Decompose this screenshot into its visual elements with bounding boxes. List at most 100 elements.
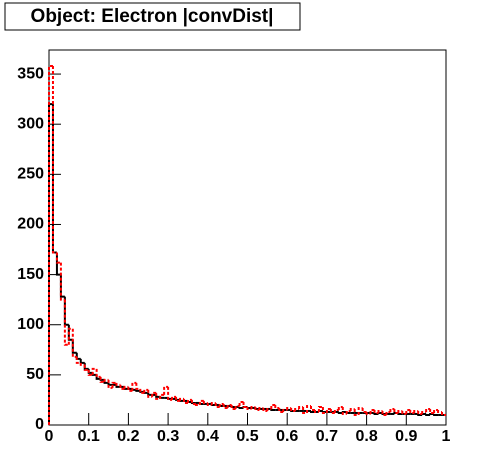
y-tick-label: 250 [17, 166, 44, 183]
histogram-step [429, 412, 435, 415]
x-tick-label: 0.5 [236, 428, 258, 445]
histogram-step [393, 408, 399, 414]
histogram-step [75, 356, 81, 364]
histogram-step [71, 328, 77, 358]
histogram-step [163, 385, 169, 395]
histogram-step [329, 408, 335, 414]
histogram-step [246, 406, 252, 410]
histogram-step [135, 389, 141, 392]
histogram-step [218, 402, 224, 407]
histogram-step [437, 409, 443, 413]
histogram-step [270, 408, 276, 411]
histogram-step [202, 400, 208, 404]
x-tick-label: 1 [442, 428, 451, 445]
x-tick-label: 0 [45, 428, 54, 445]
histogram-step [258, 406, 264, 410]
histogram-step [123, 385, 129, 389]
histogram-step [99, 376, 105, 383]
histogram-step [171, 395, 177, 400]
histogram-step [345, 409, 351, 414]
histogram-step [254, 406, 260, 411]
histogram-step [143, 388, 149, 393]
histogram-step [186, 398, 192, 403]
histogram-step [250, 405, 256, 409]
x-tick-label: 0.2 [117, 428, 139, 445]
histogram-step [48, 65, 53, 425]
histogram-step [405, 408, 411, 414]
histogram-step [55, 252, 61, 264]
histogram-step [95, 368, 101, 378]
histogram-step [63, 299, 69, 346]
histogram-step [194, 403, 200, 406]
histogram-step [413, 409, 419, 413]
histogram-step [397, 409, 403, 413]
histogram-step [127, 386, 133, 392]
histogram-step [135, 382, 141, 390]
histogram-step [190, 399, 196, 405]
histogram-step [266, 407, 272, 411]
histogram-step [139, 388, 145, 394]
x-tick-label: 0.4 [197, 428, 219, 445]
histogram-step [429, 408, 435, 414]
x-tick-label: 0.6 [276, 428, 298, 445]
histogram-step [226, 403, 232, 408]
histogram-step [349, 407, 355, 411]
x-tick-label: 0.3 [157, 428, 179, 445]
plot-frame [48, 49, 447, 426]
histogram-step [381, 410, 387, 416]
histogram-step [198, 399, 204, 405]
x-tick-label: 0.8 [355, 428, 377, 445]
histogram-step [409, 409, 415, 414]
title-box [4, 2, 301, 31]
histogram-step [369, 408, 375, 414]
histogram-step [302, 406, 308, 414]
histogram-step [115, 382, 121, 386]
histogram-step [317, 405, 323, 412]
histogram-step [425, 413, 431, 416]
y-tick-label: 150 [17, 266, 44, 283]
histogram-step [433, 413, 439, 416]
histogram-step [210, 401, 216, 405]
histogram-step [274, 404, 280, 409]
histogram-step [179, 397, 184, 401]
histogram-step [357, 406, 363, 415]
histogram-step [234, 404, 240, 409]
histogram-step [313, 409, 319, 413]
histogram-step [91, 367, 97, 375]
histogram-step [278, 407, 284, 413]
histogram-step [361, 407, 367, 413]
histogram-step [325, 407, 331, 413]
histogram-step [321, 406, 327, 414]
histogram-step [59, 274, 65, 298]
histogram-step [107, 379, 113, 389]
histogram-step [306, 404, 312, 413]
histogram-step [131, 381, 137, 391]
histogram-step [242, 401, 248, 408]
histogram-step [103, 378, 109, 382]
histogram-step [147, 389, 153, 398]
histogram-step [111, 381, 117, 388]
histogram-step [182, 398, 188, 404]
histogram-step [79, 362, 85, 366]
histogram-step [79, 358, 85, 364]
histogram-step [441, 411, 446, 416]
histogram-step [155, 392, 161, 400]
histogram-step [377, 409, 383, 413]
histogram-step [373, 412, 379, 415]
y-tick-label: 50 [26, 366, 44, 383]
histogram-step [230, 404, 236, 410]
histogram-step [298, 405, 304, 409]
histogram-step [67, 327, 73, 345]
histogram-step [417, 410, 423, 415]
histogram-step [222, 403, 228, 409]
histogram-step [175, 396, 181, 402]
histogram-step [294, 407, 300, 411]
x-tick-label: 0.9 [395, 428, 417, 445]
x-tick-label: 0.1 [78, 428, 100, 445]
histogram-step [159, 393, 165, 399]
histogram-step [337, 411, 343, 414]
histogram-step [333, 408, 339, 413]
histogram-step [107, 382, 113, 386]
y-tick-label: 200 [17, 216, 44, 233]
